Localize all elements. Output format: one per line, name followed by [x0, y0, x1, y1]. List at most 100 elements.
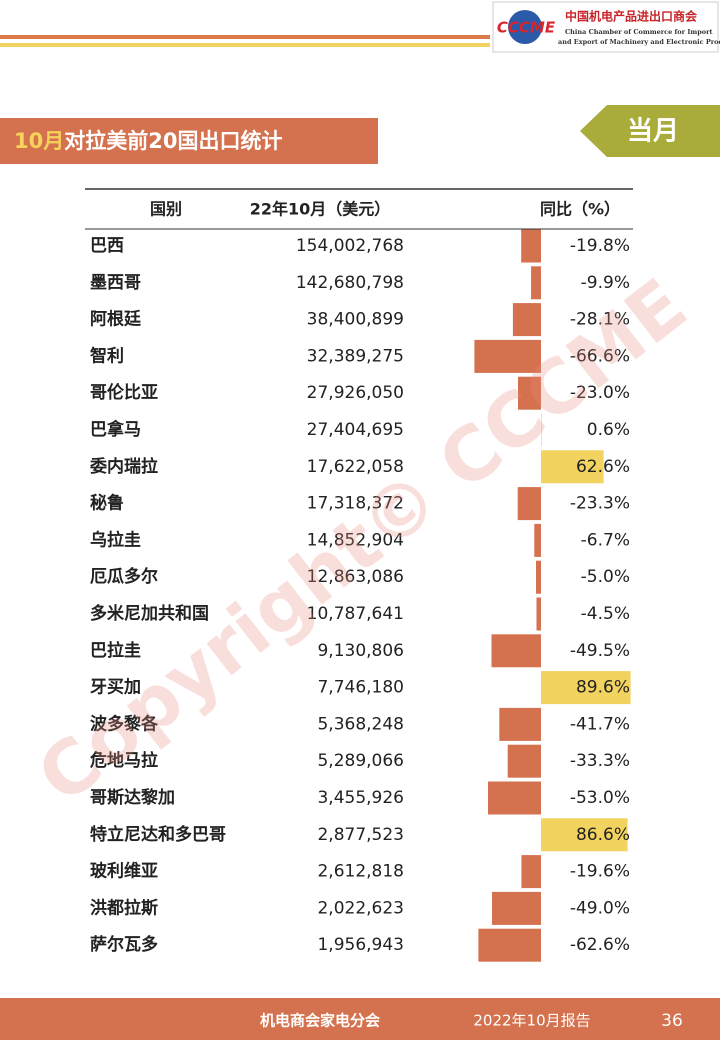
yoy-label: 89.6%: [576, 678, 630, 698]
top-rule: [0, 43, 490, 47]
country: 巴拉圭: [90, 640, 141, 661]
export-value: 10,787,641: [307, 604, 404, 624]
yoy-bar: [488, 781, 541, 815]
yoy-bar: [492, 891, 541, 925]
country: 厄瓜多尔: [90, 566, 158, 587]
country: 危地马拉: [89, 750, 158, 771]
yoy-label: 86.6%: [576, 825, 630, 845]
yoy-label: -23.0%: [570, 383, 630, 403]
page-number: 36: [661, 1011, 683, 1031]
title: 10月对拉美前20国出口统计: [14, 129, 282, 153]
export-value: 5,289,066: [317, 751, 404, 771]
yoy-bar: [478, 928, 541, 962]
yoy-bar: [474, 339, 541, 373]
yoy-label: -49.5%: [570, 641, 630, 661]
yoy-label: -9.9%: [581, 273, 630, 293]
badge: [580, 105, 720, 157]
export-value: 27,926,050: [307, 383, 404, 403]
yoy-bar: [499, 707, 541, 741]
yoy-bar: [518, 376, 541, 410]
yoy-bar: [541, 818, 628, 852]
yoy-label: -28.1%: [570, 310, 630, 330]
export-value: 2,877,523: [317, 825, 404, 845]
title-banner: [0, 118, 378, 164]
yoy-label: -19.6%: [570, 862, 630, 882]
yoy-bar: [517, 487, 541, 521]
logo-text: CCCME: [497, 19, 556, 37]
country: 乌拉圭: [90, 529, 141, 550]
export-value: 3,455,926: [317, 788, 404, 808]
yoy-label: -49.0%: [570, 898, 630, 918]
org-name: 中国机电产品进出口商会: [565, 9, 698, 24]
export-value: 27,404,695: [307, 420, 404, 440]
country: 哥斯达黎加: [90, 787, 175, 808]
export-value: 7,746,180: [317, 678, 404, 698]
title-text: 对拉美前20国出口统计: [64, 129, 282, 153]
yoy-label: -33.3%: [570, 751, 630, 771]
export-value: 2,612,818: [317, 862, 404, 882]
title-month: 10月: [14, 129, 64, 153]
yoy-label: -5.0%: [581, 567, 630, 587]
footer: [0, 998, 720, 1040]
export-value: 17,622,058: [307, 457, 404, 477]
yoy-label: -4.5%: [581, 604, 630, 624]
yoy-bar: [534, 523, 541, 557]
footer-org: 机电商会家电分会: [260, 1012, 380, 1030]
yoy-label: -53.0%: [570, 788, 630, 808]
export-value: 9,130,806: [317, 641, 404, 661]
country: 智利: [90, 345, 124, 366]
yoy-label: -23.3%: [570, 494, 630, 514]
yoy-label: -6.7%: [581, 530, 630, 550]
footer-report: 2022年10月报告: [473, 1012, 590, 1030]
export-value: 17,318,372: [307, 494, 404, 514]
yoy-bar: [541, 671, 631, 705]
yoy-bar: [541, 413, 542, 447]
column-header: 国别: [150, 200, 182, 219]
export-value: 12,863,086: [307, 567, 404, 587]
export-value: 142,680,798: [296, 273, 404, 293]
export-value: 154,002,768: [296, 236, 404, 256]
column-header: 22年10月（美元）: [250, 200, 391, 219]
yoy-bar: [507, 744, 541, 778]
org-en: and Export of Machinery and Electronic P…: [558, 38, 720, 46]
logo-emblem: [508, 10, 542, 44]
country: 哥伦比亚: [90, 382, 158, 403]
export-value: 5,368,248: [317, 714, 404, 734]
yoy-label: 0.6%: [587, 420, 630, 440]
yoy-label: -41.7%: [570, 714, 630, 734]
yoy-bar: [512, 303, 541, 337]
org-en: China Chamber of Commerce for Import: [565, 28, 713, 36]
top-rule: [0, 35, 490, 39]
yoy-bar: [536, 597, 541, 631]
export-value: 14,852,904: [307, 530, 404, 550]
yoy-bar: [521, 855, 541, 889]
country: 洪都拉斯: [90, 897, 158, 918]
yoy-label: 62.6%: [576, 457, 630, 477]
country: 玻利维亚: [90, 861, 158, 882]
country: 委内瑞拉: [89, 456, 158, 477]
country: 牙买加: [90, 678, 141, 698]
yoy-bar: [536, 560, 541, 594]
export-value: 38,400,899: [307, 310, 404, 330]
country: 秘鲁: [90, 493, 124, 514]
yoy-bar: [531, 266, 541, 300]
yoy-label: -62.6%: [570, 935, 630, 955]
country: 巴西: [90, 236, 124, 256]
yoy-bar: [491, 634, 541, 668]
country: 特立尼达和多巴哥: [90, 824, 226, 845]
export-value: 2,022,623: [317, 898, 404, 918]
table-body: 巴西 154,002,768 -19.8% 墨西哥 142,680,798 -9.9% 阿根…: [89, 229, 631, 962]
yoy-bar: [521, 229, 541, 263]
country: 多米尼加共和国: [90, 603, 209, 624]
yoy-label: -19.8%: [570, 236, 630, 256]
country: 墨西哥: [90, 273, 141, 293]
yoy-bar: [541, 450, 604, 484]
column-header: 同比（%）: [540, 200, 620, 219]
country: 萨尔瓦多: [90, 934, 158, 955]
country: 巴拿马: [90, 419, 141, 440]
export-value: 1,956,943: [317, 935, 404, 955]
yoy-label: -66.6%: [570, 346, 630, 366]
country: 阿根廷: [90, 309, 142, 330]
country: 波多黎各: [90, 713, 159, 734]
